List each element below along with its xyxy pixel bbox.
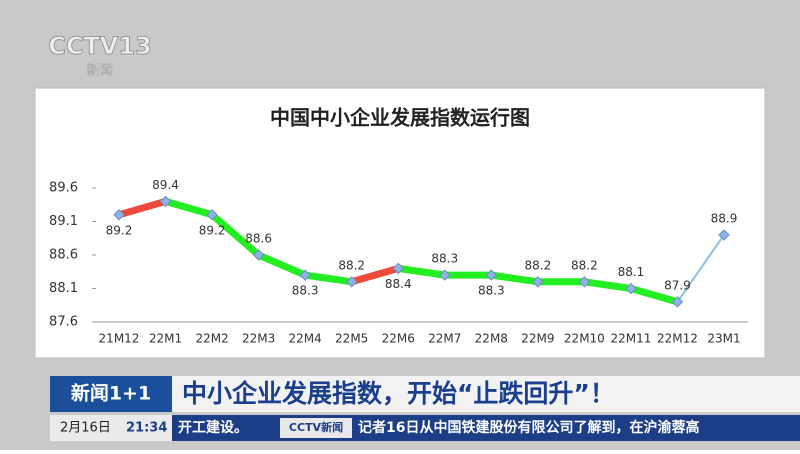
time: 21:34 [126, 421, 167, 436]
point [671, 296, 684, 308]
point [252, 249, 265, 261]
chart-title: 中国中小企业发展指数运行图 [270, 106, 530, 130]
data-label: 88.6 [245, 232, 272, 246]
x-tick-label: 22M5 [335, 332, 368, 346]
point [392, 262, 404, 275]
ticker-logo: CCTV新闻 [289, 420, 343, 434]
data-label: 88.3 [292, 284, 319, 298]
point [113, 209, 125, 221]
x-tick-label: 22M6 [382, 332, 415, 346]
line-segment [394, 264, 449, 279]
data-label: 88.1 [618, 265, 645, 279]
date: 2月16日 [60, 421, 111, 436]
y-tick-label: 87.6 [49, 315, 78, 330]
data-label: 89.2 [199, 223, 226, 237]
line-segment [301, 271, 356, 286]
point [439, 269, 451, 281]
point [578, 276, 591, 288]
ticker-bar [50, 415, 800, 441]
headline-bar [50, 376, 800, 412]
line-segment [676, 233, 725, 303]
data-label: 88.2 [338, 258, 365, 272]
x-tick-label: 22M10 [564, 332, 605, 346]
x-tick-label: 22M4 [289, 332, 322, 346]
program-box [50, 376, 172, 412]
data-label: 88.2 [571, 258, 598, 272]
line-segment [580, 278, 635, 292]
line-segment [627, 285, 681, 306]
data-label: 88.9 [711, 211, 738, 225]
data-label: 88.3 [478, 284, 505, 298]
x-tick-label: 22M2 [195, 332, 228, 346]
headline: 中小企业发展指数，开始“止跌回升”！ [182, 379, 615, 408]
clock-box [50, 415, 172, 441]
y-tick-label: 88.6 [49, 248, 78, 263]
line-segment [162, 197, 216, 219]
point [625, 282, 637, 295]
x-tick-label: 22M1 [149, 332, 182, 346]
point [206, 209, 218, 221]
point [718, 229, 730, 241]
data-label: 88.4 [385, 277, 412, 291]
point [159, 195, 172, 208]
ticker-left: 开工建设。 [178, 419, 248, 436]
program: 新闻1+1 [71, 382, 151, 405]
line-segment [208, 211, 263, 259]
x-tick-label: 23M1 [707, 332, 740, 346]
data-label: 87.9 [664, 278, 691, 292]
x-tick-label: 21M12 [99, 332, 140, 346]
point [299, 269, 311, 281]
ticker-logo-box [280, 418, 352, 438]
data-label: 88.3 [431, 252, 458, 266]
y-tick-label: 88.1 [49, 281, 78, 296]
data-label: 88.2 [524, 258, 551, 272]
point [485, 269, 498, 281]
x-tick-label: 22M12 [657, 332, 698, 346]
ticker: 记者16日从中国铁建股份有限公司了解到，在沪渝蓉高 [358, 419, 699, 436]
y-tick-label: 89.1 [49, 214, 78, 229]
point [345, 276, 358, 288]
line-segment [115, 197, 170, 219]
line-segment [487, 271, 542, 286]
chart-panel [34, 87, 766, 359]
x-tick-label: 22M11 [610, 332, 651, 346]
y-tick-label: 89.6 [49, 181, 78, 196]
logo: CCTV13 [48, 32, 152, 60]
point [532, 276, 544, 288]
x-tick-label: 22M3 [242, 332, 275, 346]
line-segment [348, 264, 402, 286]
x-tick-label: 22M8 [475, 332, 508, 346]
data-label: 89.4 [152, 178, 179, 192]
data-label: 89.2 [106, 223, 133, 237]
x-tick-label: 22M7 [428, 332, 461, 346]
logo-sub: 新闻 [87, 63, 113, 79]
x-tick-label: 22M9 [521, 332, 554, 346]
line-segment [255, 251, 309, 279]
